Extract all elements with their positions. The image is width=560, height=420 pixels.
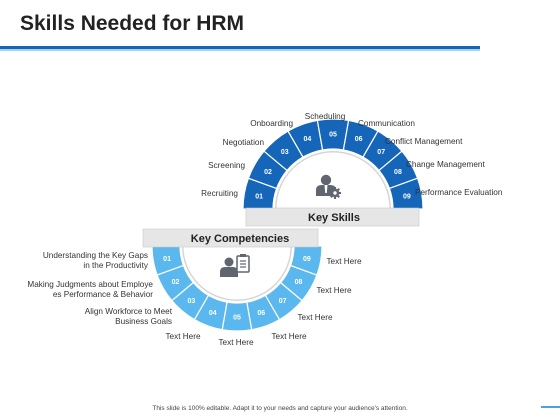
key-skills-segment-number: 03	[281, 149, 289, 156]
key-skills-item-label: Scheduling	[305, 112, 346, 121]
key-skills-segment-number: 08	[394, 169, 402, 176]
key-competencies-segment-number: 03	[187, 298, 195, 305]
key-skills-item-label: Communication	[358, 119, 415, 128]
key-competencies-segment	[246, 294, 281, 331]
key-competencies-label: Key Competencies	[191, 233, 289, 245]
key-competencies-segment	[156, 264, 195, 302]
key-skills-label: Key Skills	[308, 212, 360, 224]
key-skills-segment-number: 04	[303, 136, 311, 143]
key-competencies-item-label: Text Here	[297, 313, 332, 322]
key-skills-item-label: Conflict Management	[385, 137, 463, 146]
key-skills-item-label: Onboarding	[250, 119, 293, 128]
key-competencies-item-label: es Performance & Behavior	[53, 290, 153, 299]
key-skills-item-label: Performance Evaluation	[415, 188, 503, 197]
title-underline	[0, 46, 480, 49]
key-competencies-segment-number: 05	[233, 315, 241, 322]
key-competencies-item-label: Understanding the Key Gaps	[43, 251, 148, 260]
key-competencies-segment	[221, 301, 253, 332]
key-competencies-segment	[193, 294, 228, 331]
key-competencies-segment-number: 04	[209, 310, 217, 317]
key-skills-segment-number: 09	[403, 193, 411, 200]
key-competencies-item-label: Business Goals	[115, 317, 172, 326]
key-competencies-item-label: Text Here	[271, 332, 306, 341]
key-competencies-box: Key Competencies	[142, 228, 319, 248]
key-competencies-ring: 01 02 03 04 05 06 07 08 09	[150, 245, 324, 333]
key-skills-ring: 01 02 03 04 05 06 07 08 09	[241, 117, 425, 210]
key-skills-segment-number: 05	[329, 132, 337, 139]
key-competencies-segment	[279, 264, 318, 302]
key-competencies-segment-number: 08	[295, 279, 303, 286]
key-skills-item-label: Recruiting	[201, 189, 238, 198]
key-competencies-segment-number: 01	[163, 256, 171, 263]
key-competencies-item-label: Text Here	[316, 286, 351, 295]
key-competencies-segment	[289, 245, 323, 276]
key-competencies-item-label: Text Here	[218, 338, 253, 347]
key-skills-labels: Recruiting Screening Negotiation Onboarding…	[201, 112, 503, 198]
page-title: Skills Needed for HRM	[20, 12, 245, 35]
key-competencies-segment-number: 07	[279, 298, 287, 305]
user-gear-icon	[316, 174, 341, 199]
key-competencies-item-label: Text Here	[165, 332, 200, 341]
title-underline-accent	[0, 49, 480, 51]
key-competencies-segment-number: 06	[257, 310, 265, 317]
key-skills-segment-number: 02	[264, 169, 272, 176]
key-skills-segment-number: 01	[255, 193, 263, 200]
key-competencies-segment-number: 02	[172, 279, 180, 286]
footer-note: This slide is 100% editable. Adapt it to…	[152, 405, 408, 412]
user-clipboard-icon	[220, 254, 250, 277]
key-competencies-segment	[264, 281, 303, 321]
key-skills-item-label: Negotiation	[223, 138, 265, 147]
key-skills-item-label: Change Management	[406, 160, 485, 169]
key-skills-box: Key Skills	[245, 207, 420, 227]
key-skills-segment-number: 07	[377, 149, 385, 156]
key-skills-item-label: Screening	[208, 161, 245, 170]
key-competencies-item-label: in the Productivity	[83, 261, 149, 270]
key-competencies-segment-number: 09	[303, 256, 311, 263]
key-skills-segment-number: 06	[355, 136, 363, 143]
key-competencies-item-label: Making Judgments about Employe	[27, 280, 153, 289]
corner-accent	[541, 406, 560, 408]
key-competencies-item-label: Text Here	[326, 257, 361, 266]
key-competencies-item-label: Align Workforce to Meet	[85, 307, 173, 316]
